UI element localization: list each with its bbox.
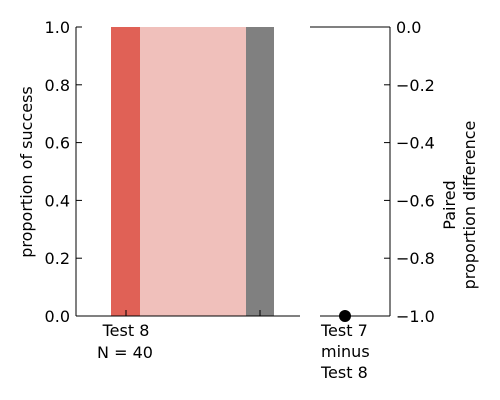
left-category-label: Test 8 — [102, 321, 150, 340]
difference-point-1 — [339, 310, 351, 322]
left-category-n-label: N = 40 — [97, 343, 153, 362]
left-y-axis-label: proportion of success — [17, 86, 36, 258]
right-y-tick-label: 0.0 — [396, 18, 421, 37]
right-panel: 0.0 −0.2 −0.4 −0.6 −0.8 −1.0 Test 7 minus Tes… — [310, 18, 479, 382]
right-x-label: Test 7 minus Test 8 — [320, 321, 375, 382]
left-y-tick-label: 0.4 — [45, 191, 70, 210]
right-x-label-line-2: minus — [321, 342, 370, 361]
right-x-label-line-3: Test 8 — [320, 363, 368, 382]
left-y-ticks: 0.0 0.2 0.4 0.6 0.8 1.0 — [45, 18, 82, 326]
right-y-tick-label: −0.2 — [396, 76, 435, 95]
left-panel: 0.0 0.2 0.4 0.6 0.8 1.0 Test 8 N = 40 proport… — [17, 18, 300, 362]
right-y-axis-label: Paired proportion difference — [440, 121, 479, 290]
right-points — [339, 310, 351, 322]
bar-3 — [246, 27, 274, 316]
right-y-tick-label: −1.0 — [396, 307, 435, 326]
right-y-ticks: 0.0 −0.2 −0.4 −0.6 −0.8 −1.0 — [384, 18, 435, 326]
left-bars — [111, 27, 274, 316]
bar-1 — [111, 27, 140, 316]
left-y-tick-label: 0.0 — [45, 307, 70, 326]
right-y-tick-label: −0.8 — [396, 249, 435, 268]
left-y-tick-label: 0.8 — [45, 76, 70, 95]
left-y-tick-label: 0.2 — [45, 249, 70, 268]
left-y-tick-label: 1.0 — [45, 18, 70, 37]
right-y-axis-label-line-1: Paired — [440, 180, 459, 229]
right-y-axis-label-line-2: proportion difference — [460, 121, 479, 290]
bar-2 — [140, 27, 246, 316]
right-y-tick-label: −0.6 — [396, 191, 435, 210]
right-x-label-line-1: Test 7 — [320, 321, 368, 340]
right-y-tick-label: −0.4 — [396, 134, 435, 153]
left-y-tick-label: 0.6 — [45, 134, 70, 153]
